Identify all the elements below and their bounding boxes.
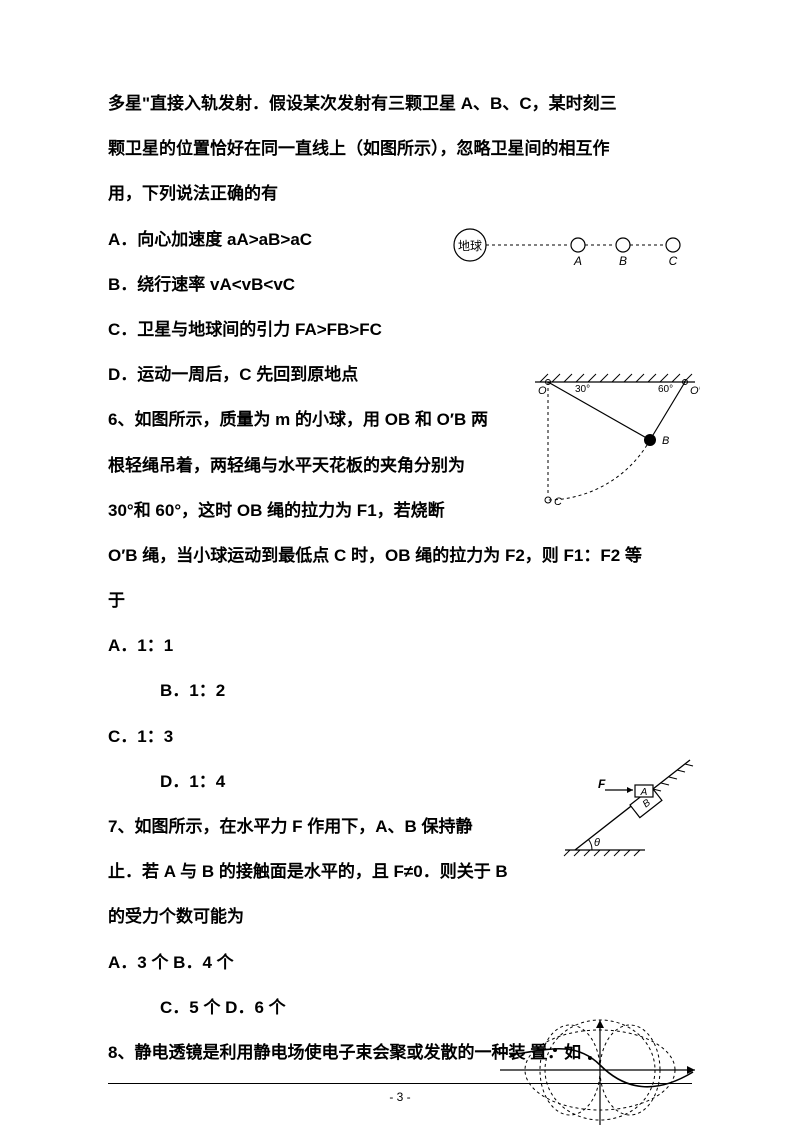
angle-30: 30° [575, 384, 590, 395]
earth-label: 地球 [458, 239, 482, 253]
label-theta: θ [594, 837, 600, 849]
q7-line: 止．若 A 与 B 的接触面是水平的，且 F≠0．则关于 B [108, 858, 692, 885]
option-ab: A．3 个 B．4 个 [108, 949, 692, 976]
figure-satellites: 地球 A B C [440, 220, 690, 270]
page-content: 多星"直接入轨发射．假设某次发射有三颗卫星 A、B、C，某时刻三 颗卫星的位置恰… [0, 0, 800, 1124]
q7-line: 的受力个数可能为 [108, 903, 692, 930]
option-c: C．1：3 [108, 723, 692, 750]
option-b: B．绕行速率 vA<vB<vC [108, 271, 692, 298]
sat-label-a: A [573, 254, 582, 268]
label-block-a: A [640, 787, 648, 798]
label-b: B [662, 435, 669, 447]
text-line: 用，下列说法正确的有 [108, 180, 692, 207]
text-line: 多星"直接入轨发射．假设某次发射有三颗卫星 A、B、C，某时刻三 [108, 90, 692, 117]
figure-incline: θ B A F [560, 750, 700, 860]
page-number: - 3 - [0, 1090, 800, 1104]
option-b: B．1：2 [160, 677, 692, 704]
figure-pendulum: O O′ 30° 60° B C [530, 370, 700, 510]
angle-60: 60° [658, 384, 673, 395]
text-line: 颗卫星的位置恰好在同一直线上（如图所示），忽略卫星间的相互作 [108, 135, 692, 162]
option-c: C．卫星与地球间的引力 FA>FB>FC [108, 316, 692, 343]
sat-label-b: B [619, 254, 627, 268]
sat-label-c: C [669, 254, 678, 268]
label-o: O [538, 385, 547, 397]
label-op: O′ [690, 385, 700, 397]
label-c: C [554, 496, 562, 508]
label-force-f: F [598, 777, 606, 791]
footer-divider [108, 1083, 692, 1084]
q6-line: 于 [108, 587, 692, 614]
q6-line: O′B 绳，当小球运动到最低点 C 时，OB 绳的拉力为 F2，则 F1：F2 … [108, 542, 692, 569]
option-a: A．1：1 [108, 632, 692, 659]
figure-lens [495, 1010, 705, 1130]
